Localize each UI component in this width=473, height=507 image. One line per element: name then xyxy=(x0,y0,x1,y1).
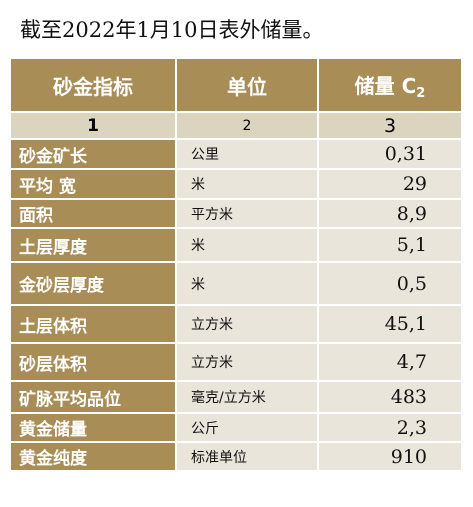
row-unit: 米 xyxy=(177,170,319,200)
row-value: 5,1 xyxy=(319,229,461,263)
row-indicator: 面积 xyxy=(11,200,177,229)
row-unit: 立方米 xyxy=(177,344,319,382)
header-reserves-subscript: 2 xyxy=(416,85,426,101)
column-number: 2 xyxy=(177,113,319,140)
row-value: 45,1 xyxy=(319,306,461,344)
row-value: 29 xyxy=(319,170,461,200)
row-value: 483 xyxy=(319,382,461,414)
row-indicator: 土层厚度 xyxy=(11,229,177,263)
row-indicator: 土层体积 xyxy=(11,306,177,344)
row-indicator: 矿脉平均品位 xyxy=(11,382,177,414)
row-unit: 立方米 xyxy=(177,306,319,344)
table-row: 砂金矿长 公里 0,31 xyxy=(11,140,461,170)
column-number: 3 xyxy=(319,113,461,140)
row-indicator: 砂金矿长 xyxy=(11,140,177,170)
row-value: 910 xyxy=(319,443,461,472)
reserves-table: 砂金指标 单位 储量 C2 1 2 3 砂金矿长 公里 0,31 平均 宽 米 … xyxy=(11,59,461,472)
row-indicator: 平均 宽 xyxy=(11,170,177,200)
row-value: 8,9 xyxy=(319,200,461,229)
row-indicator: 黄金储量 xyxy=(11,414,177,443)
table-row: 黄金储量 公斤 2,3 xyxy=(11,414,461,443)
column-number: 1 xyxy=(11,113,177,140)
table-row: 土层体积 立方米 45,1 xyxy=(11,306,461,344)
row-value: 2,3 xyxy=(319,414,461,443)
header-reserves-label: 储量 C xyxy=(354,73,417,98)
table-row: 矿脉平均品位 毫克/立方米 483 xyxy=(11,382,461,414)
row-unit: 米 xyxy=(177,263,319,306)
row-unit: 毫克/立方米 xyxy=(177,382,319,414)
row-unit: 标准单位 xyxy=(177,443,319,472)
row-indicator: 砂层体积 xyxy=(11,344,177,382)
table-row: 平均 宽 米 29 xyxy=(11,170,461,200)
header-reserves: 储量 C2 xyxy=(319,59,461,113)
table-row: 面积 平方米 8,9 xyxy=(11,200,461,229)
row-indicator: 黄金纯度 xyxy=(11,443,177,472)
table-row: 金砂层厚度 米 0,5 xyxy=(11,263,461,306)
table-row: 土层厚度 米 5,1 xyxy=(11,229,461,263)
header-indicator: 砂金指标 xyxy=(11,59,177,113)
row-value: 0,31 xyxy=(319,140,461,170)
table-row: 黄金纯度 标准单位 910 xyxy=(11,443,461,472)
row-unit: 米 xyxy=(177,229,319,263)
row-unit: 平方米 xyxy=(177,200,319,229)
column-number-row: 1 2 3 xyxy=(11,113,461,140)
row-unit: 公里 xyxy=(177,140,319,170)
header-unit: 单位 xyxy=(177,59,319,113)
row-value: 4,7 xyxy=(319,344,461,382)
row-indicator: 金砂层厚度 xyxy=(11,263,177,306)
table-row: 砂层体积 立方米 4,7 xyxy=(11,344,461,382)
header-row: 砂金指标 单位 储量 C2 xyxy=(11,59,461,113)
row-value: 0,5 xyxy=(319,263,461,306)
table-caption: 截至2022年1月10日表外储量。 xyxy=(20,18,324,42)
row-unit: 公斤 xyxy=(177,414,319,443)
